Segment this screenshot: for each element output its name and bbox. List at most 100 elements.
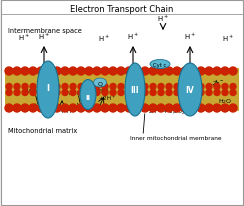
Circle shape <box>110 90 116 96</box>
Bar <box>5 69 239 111</box>
Circle shape <box>229 104 237 112</box>
Circle shape <box>93 104 101 112</box>
Circle shape <box>158 90 164 96</box>
Circle shape <box>86 84 92 90</box>
Circle shape <box>54 90 60 96</box>
Circle shape <box>165 68 173 76</box>
Circle shape <box>69 68 77 76</box>
Circle shape <box>109 104 117 112</box>
Text: H$^+$: H$^+$ <box>157 14 169 24</box>
Circle shape <box>53 68 61 76</box>
Text: +2H$^+$: +2H$^+$ <box>98 94 116 102</box>
Circle shape <box>6 90 12 96</box>
Circle shape <box>110 84 116 90</box>
Circle shape <box>197 68 205 76</box>
Circle shape <box>189 104 197 112</box>
Circle shape <box>45 104 53 112</box>
Circle shape <box>166 84 172 90</box>
Circle shape <box>150 90 156 96</box>
Circle shape <box>101 68 109 76</box>
Circle shape <box>118 90 124 96</box>
Circle shape <box>29 104 37 112</box>
Circle shape <box>78 90 84 96</box>
Circle shape <box>198 84 204 90</box>
Text: Electron Transport Chain: Electron Transport Chain <box>70 5 174 13</box>
Circle shape <box>214 90 220 96</box>
Circle shape <box>173 68 181 76</box>
Circle shape <box>85 104 93 112</box>
Circle shape <box>118 84 124 90</box>
Circle shape <box>30 84 36 90</box>
Circle shape <box>101 104 109 112</box>
Circle shape <box>229 68 237 76</box>
Circle shape <box>190 84 196 90</box>
Circle shape <box>30 90 36 96</box>
Ellipse shape <box>178 64 202 116</box>
Circle shape <box>53 104 61 112</box>
Circle shape <box>37 104 45 112</box>
Text: 2H$^+$ + 1/2O$_2$: 2H$^+$ + 1/2O$_2$ <box>148 107 186 116</box>
Circle shape <box>189 68 197 76</box>
Text: Mitochondrial matrix: Mitochondrial matrix <box>8 127 77 133</box>
Circle shape <box>61 68 69 76</box>
Circle shape <box>5 104 13 112</box>
Circle shape <box>174 90 180 96</box>
Text: H$_2$O: H$_2$O <box>218 97 232 105</box>
Circle shape <box>149 68 157 76</box>
Text: Q: Q <box>98 81 102 85</box>
Circle shape <box>54 84 60 90</box>
Circle shape <box>117 104 125 112</box>
Text: NADH: NADH <box>24 89 42 94</box>
Circle shape <box>166 90 172 96</box>
Circle shape <box>125 104 133 112</box>
Circle shape <box>77 104 85 112</box>
Circle shape <box>230 90 236 96</box>
Circle shape <box>109 68 117 76</box>
Text: H$^+$: H$^+$ <box>38 32 50 42</box>
Circle shape <box>213 104 221 112</box>
Circle shape <box>133 68 141 76</box>
Circle shape <box>150 84 156 90</box>
Text: 2e$^-$: 2e$^-$ <box>212 79 224 87</box>
Circle shape <box>14 84 20 90</box>
Text: Intermembrane space: Intermembrane space <box>8 28 82 34</box>
Circle shape <box>29 68 37 76</box>
Circle shape <box>181 68 189 76</box>
Circle shape <box>22 90 28 96</box>
Circle shape <box>182 90 188 96</box>
Circle shape <box>165 104 173 112</box>
Circle shape <box>149 104 157 112</box>
Circle shape <box>46 90 52 96</box>
Text: H$^+$: H$^+$ <box>127 32 139 42</box>
Circle shape <box>142 84 148 90</box>
Text: I: I <box>47 84 50 92</box>
Circle shape <box>221 104 229 112</box>
Circle shape <box>94 90 100 96</box>
Circle shape <box>141 68 149 76</box>
Circle shape <box>157 104 165 112</box>
Circle shape <box>94 84 100 90</box>
Circle shape <box>158 84 164 90</box>
Circle shape <box>222 90 228 96</box>
Circle shape <box>38 90 44 96</box>
Text: H$^+$: H$^+$ <box>18 33 30 43</box>
Circle shape <box>6 84 12 90</box>
Circle shape <box>174 84 180 90</box>
Circle shape <box>134 90 140 96</box>
Circle shape <box>62 90 68 96</box>
Circle shape <box>77 68 85 76</box>
Circle shape <box>205 104 213 112</box>
Circle shape <box>102 84 108 90</box>
Circle shape <box>198 90 204 96</box>
Text: Inner mitochondrial membrane: Inner mitochondrial membrane <box>130 136 222 141</box>
Circle shape <box>221 68 229 76</box>
Circle shape <box>70 84 76 90</box>
Text: NAD$^+$ + H$^+$: NAD$^+$ + H$^+$ <box>41 107 75 115</box>
Text: H$^+$: H$^+$ <box>222 34 234 44</box>
Circle shape <box>205 68 213 76</box>
Circle shape <box>213 68 221 76</box>
Ellipse shape <box>150 60 170 69</box>
Circle shape <box>206 84 212 90</box>
Circle shape <box>21 104 29 112</box>
Circle shape <box>61 104 69 112</box>
